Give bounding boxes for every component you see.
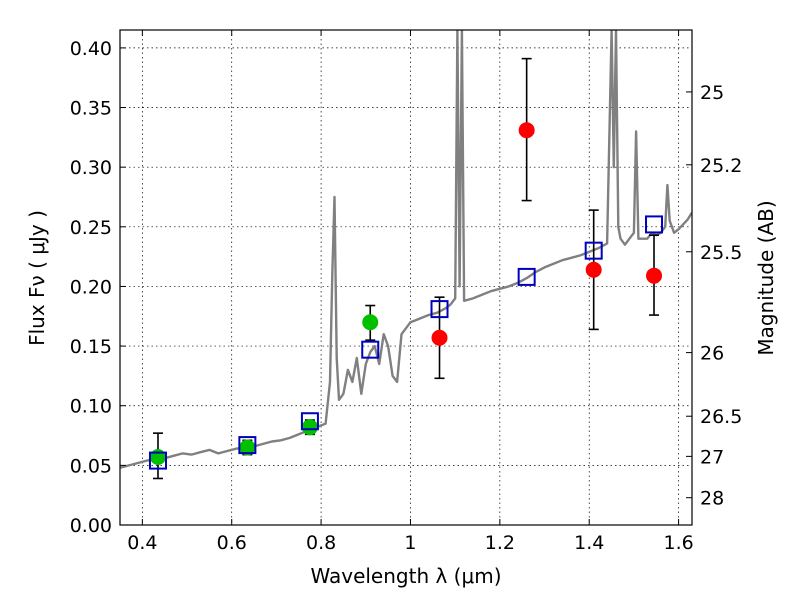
x-tick-label: 0.6 [217,532,247,554]
y-tick-label: 0.30 [70,157,112,179]
y-tick-label: 0.35 [70,98,112,120]
series-layer [120,30,692,480]
x-axis-label: Wavelength λ (μm) [310,564,501,588]
right-tick-label: 25.5 [700,242,742,264]
right-tick-label: 25.2 [700,155,742,177]
right-tick-label: 27 [700,446,724,468]
y-tick-label: 0.10 [70,396,112,418]
x-tick-label: 0.8 [306,532,336,554]
x-tick-label: 0.4 [127,532,157,554]
y-tick-label: 0.00 [70,515,112,537]
right-tick-label: 28 [700,488,724,510]
axis-ticks: 0.4 0.6 0.8 1 1.2 1.4 1.6 0.00 0.05 0.10 0.15 0.20 0… [70,30,742,554]
model-point [430,300,449,319]
data-point [646,267,663,284]
x-tick-label: 1 [404,532,416,554]
right-tick-label: 26 [700,343,724,365]
model-spectrum-line [120,30,692,469]
data-point [585,261,602,278]
x-tick-label: 1.2 [485,532,515,554]
y-axis-label: Flux Fν ( μJy ) [25,210,49,346]
data-point [518,122,535,139]
data-point [301,419,318,436]
y-tick-label: 0.15 [70,336,112,358]
right-axis-label: Magnitude (AB) [754,200,778,355]
model-point [300,412,319,431]
data-point [362,314,379,331]
model-point [517,267,536,286]
y-tick-label: 0.40 [70,38,112,60]
y-tick-label: 0.20 [70,276,112,298]
model-point [584,241,603,260]
model-point [238,436,257,455]
x-tick-label: 1.6 [663,532,693,554]
plot-frame [119,29,693,526]
model-point [148,451,167,470]
y-tick-label: 0.05 [70,455,112,477]
model-point [361,340,380,359]
right-tick-label: 25 [700,82,724,104]
grid-lines [120,30,692,526]
right-tick-label: 26.5 [700,406,742,428]
y-tick-label: 0.25 [70,217,112,239]
model-point [645,215,664,234]
data-point [431,329,448,346]
x-tick-label: 1.4 [574,532,604,554]
